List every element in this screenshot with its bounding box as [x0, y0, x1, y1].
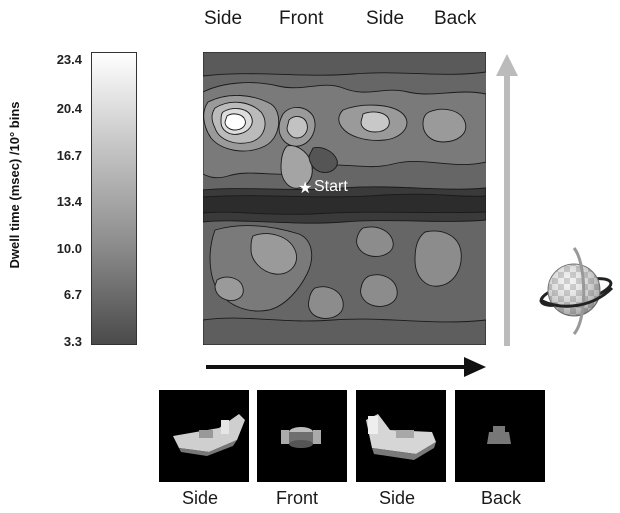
- colorbar-tick: 20.4: [56, 101, 82, 116]
- colorbar-tick: 3.3: [63, 334, 82, 349]
- heatmap-darkest-band: [203, 193, 486, 215]
- heatmap-hotspot-front: [280, 145, 313, 189]
- heatmap-lower-hotspot-1: [250, 233, 297, 275]
- top-label-front: Front: [279, 8, 324, 29]
- bottom-label-front: Front: [276, 488, 319, 508]
- thumbnail-side-1: [159, 390, 249, 482]
- heatmap-lower-hotspot-2: [214, 276, 244, 301]
- top-label-side-2: Side: [366, 8, 405, 29]
- rotating-sphere-icon: [539, 247, 614, 335]
- colorbar-tick: 10.0: [56, 241, 82, 256]
- thumbnail-front: [257, 390, 347, 482]
- bottom-label-back: Back: [481, 488, 522, 508]
- top-label-side-1: Side: [204, 8, 243, 29]
- bottom-label-side-1: Side: [182, 488, 219, 508]
- heatmap-top-edge: [203, 52, 486, 77]
- heatmap-hotspot-1-peak: [224, 113, 246, 131]
- heatmap-hotspot-2-inner: [286, 116, 308, 139]
- horizontal-arrow: [206, 357, 486, 377]
- colorbar-tick: 13.4: [56, 194, 82, 209]
- heatmap-bottom-edge: [203, 317, 486, 345]
- heatmap-hotspot-4: [422, 108, 467, 143]
- heatmap-hotspot-3-inner: [360, 111, 390, 133]
- colorbar-tick: 6.7: [63, 287, 82, 302]
- top-label-back: Back: [434, 8, 477, 29]
- colorbar-label: Dwell time (msec) /10° bins: [7, 101, 22, 269]
- thumbnail-side-2: [356, 390, 446, 482]
- bottom-label-side-2: Side: [379, 488, 416, 508]
- colorbar-tick: 23.4: [56, 52, 82, 67]
- heatmap-lower-hotspot-4: [414, 230, 462, 287]
- vertical-arrow: [496, 54, 518, 346]
- colorbar-gradient: [91, 52, 137, 345]
- colorbar-tick: 16.7: [56, 148, 82, 163]
- start-label: Start: [314, 178, 348, 195]
- start-star-icon: ★: [298, 178, 312, 197]
- heatmap-lower-hotspot-3: [356, 226, 394, 257]
- dwell-time-heatmap: ★ Start: [203, 52, 486, 345]
- heatmap-lower-hotspot-5: [360, 274, 398, 307]
- heatmap-dark-spot: [308, 147, 338, 173]
- heatmap-lower-hotspot-6: [308, 286, 344, 319]
- thumbnail-back: [455, 390, 545, 482]
